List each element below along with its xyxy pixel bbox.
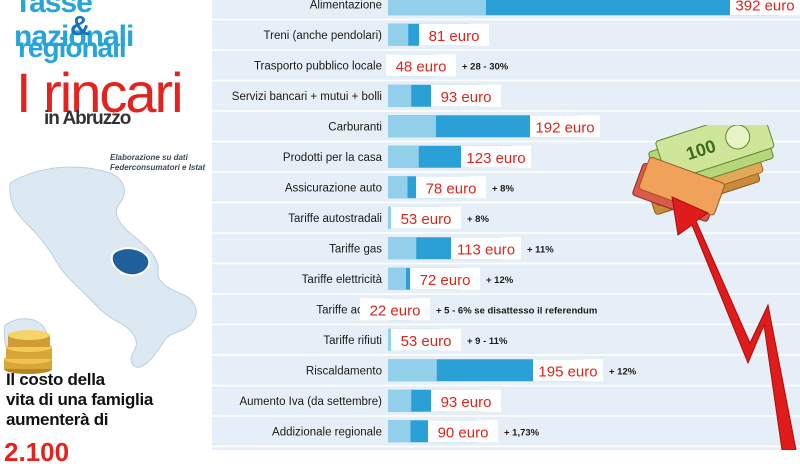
bar-highlight <box>388 237 417 260</box>
cost-line-1: Il costo della <box>6 370 105 389</box>
title-ampersand: & <box>70 10 91 41</box>
category-label: Tariffe rifiuti <box>323 335 382 347</box>
source-note: Elaborazione su dati Federconsumatori e … <box>110 153 206 172</box>
value-box <box>391 206 461 229</box>
value-label: 72 euro <box>420 272 471 289</box>
bar-highlight <box>388 267 406 290</box>
value-label: 392 euro <box>735 0 794 14</box>
value-label: 78 euro <box>426 180 477 197</box>
category-label: Carburanti <box>328 121 382 133</box>
value-box <box>386 54 456 77</box>
cost-amount: 2.100 <box>4 437 70 467</box>
annotation-label: + 28 - 30% <box>462 61 509 72</box>
category-label: Addizionale regionale <box>272 426 382 438</box>
category-label: Prodotti per la casa <box>283 152 383 164</box>
annotation-label: + 12% <box>609 366 637 377</box>
value-label: 53 euro <box>401 211 452 228</box>
subheadline: in Abruzzo <box>44 108 131 129</box>
category-label: Assicurazione auto <box>285 182 382 194</box>
category-label: Treni (anche pendolari) <box>264 30 383 42</box>
value-box <box>431 389 501 412</box>
category-label: Riscaldamento <box>306 365 382 377</box>
rising-arrow-icon <box>671 196 797 450</box>
value-box <box>410 267 480 290</box>
title-line-1: Tasse nazionali <box>14 0 134 53</box>
value-box <box>360 298 430 321</box>
value-label: 48 euro <box>396 58 447 75</box>
headline: I rincari <box>16 61 184 124</box>
value-box <box>461 145 531 168</box>
bar-highlight <box>388 0 486 16</box>
annotation-label: + 1,73% <box>504 427 540 438</box>
category-label: Trasporto pubblico locale <box>254 60 382 72</box>
value-box <box>533 359 603 382</box>
bar-highlight <box>388 145 419 168</box>
category-label: Alimentazione <box>310 0 382 11</box>
value-label: 53 euro <box>401 333 452 350</box>
annotation-label: + 5 - 6% se disattesso il referendum <box>436 305 597 316</box>
cost-line-3: aumenterà di <box>6 410 109 429</box>
value-box <box>431 84 501 107</box>
bar-highlight <box>388 23 409 46</box>
category-label: Tariffe gas <box>329 243 382 255</box>
category-label: Aumento Iva (da settembre) <box>239 396 382 408</box>
value-label: 195 euro <box>538 363 597 380</box>
bar-highlight <box>388 389 412 412</box>
value-box <box>416 176 486 199</box>
left-panel: Tasse nazionali & regionali I rincari in… <box>0 0 210 467</box>
value-label: 123 euro <box>466 150 525 167</box>
value-box <box>530 115 600 138</box>
value-label: 81 euro <box>429 28 480 45</box>
annotation-label: + 11% <box>527 244 554 255</box>
category-label: Tariffe elettricità <box>302 274 383 286</box>
annotation-label: + 8% <box>467 214 489 225</box>
category-label: Servizi bancari + mutui + bolli <box>232 91 382 103</box>
annotation-label: + 12% <box>486 275 514 286</box>
bar-highlight <box>388 420 411 443</box>
category-label: Tariffe autostradali <box>288 213 382 225</box>
value-label: 93 euro <box>441 89 492 106</box>
value-box <box>428 420 498 443</box>
annotation-label: + 9 - 11% <box>467 336 508 347</box>
value-label: 113 euro <box>457 241 515 258</box>
bar-highlight <box>388 84 412 107</box>
bar-highlight <box>388 359 437 382</box>
banknotes-icon: 100 <box>632 125 775 222</box>
value-box <box>391 328 461 351</box>
title-line-2: regionali <box>18 32 127 63</box>
value-box <box>730 0 800 16</box>
bar-highlight <box>388 115 436 138</box>
bar-highlight <box>388 176 408 199</box>
value-box <box>451 237 521 260</box>
value-label: 192 euro <box>535 119 594 136</box>
coins-icon <box>4 330 52 374</box>
cost-statement: Il costo della vita di una famiglia aume… <box>6 370 153 430</box>
annotation-label: + 8% <box>492 183 514 194</box>
value-label: 22 euro <box>370 302 421 319</box>
cost-line-2: vita di una famiglia <box>6 390 154 409</box>
value-label: 90 euro <box>438 424 489 441</box>
value-box <box>419 23 489 46</box>
value-label: 93 euro <box>441 394 492 411</box>
